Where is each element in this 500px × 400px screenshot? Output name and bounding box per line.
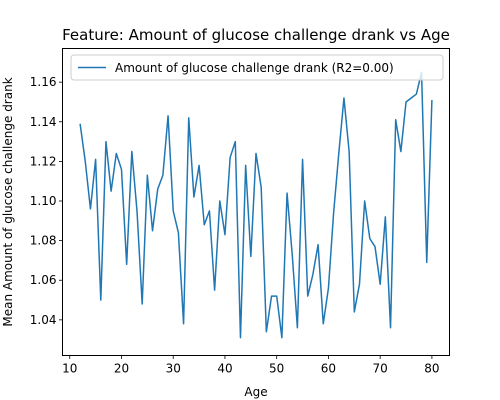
plot-area bbox=[62, 48, 450, 356]
y-axis: 1.04 1.06 1.08 1.10 1.12 1.14 1.16 bbox=[30, 75, 63, 327]
y-axis-label: Mean Amount of glucose challenge drank bbox=[1, 77, 15, 326]
chart-title: Feature: Amount of glucose challenge dra… bbox=[62, 26, 450, 44]
y-tick-label: 1.10 bbox=[30, 194, 57, 208]
y-tick-label: 1.16 bbox=[30, 75, 57, 89]
y-tick-label: 1.06 bbox=[30, 273, 57, 287]
legend-entry-label: Amount of glucose challenge drank (R2=0.… bbox=[115, 61, 394, 75]
x-tick-label: 70 bbox=[373, 362, 388, 376]
x-axis: 10 20 30 40 50 60 70 80 bbox=[62, 355, 440, 376]
y-tick-label: 1.04 bbox=[30, 313, 57, 327]
x-tick-label: 10 bbox=[62, 362, 77, 376]
legend: Amount of glucose challenge drank (R2=0.… bbox=[70, 54, 444, 81]
y-tick-label: 1.08 bbox=[30, 234, 57, 248]
series-layer bbox=[79, 71, 433, 339]
y-tick-label: 1.14 bbox=[30, 115, 57, 129]
x-tick-label: 20 bbox=[114, 362, 129, 376]
x-axis-label: Age bbox=[244, 385, 267, 399]
y-tick-label: 1.12 bbox=[30, 154, 57, 168]
x-tick-label: 80 bbox=[424, 362, 439, 376]
x-tick-label: 40 bbox=[217, 362, 232, 376]
x-tick-label: 30 bbox=[166, 362, 181, 376]
legend-box bbox=[70, 54, 444, 81]
x-tick-label: 60 bbox=[321, 362, 336, 376]
x-tick-label: 50 bbox=[269, 362, 284, 376]
series-line-0 bbox=[79, 71, 433, 339]
